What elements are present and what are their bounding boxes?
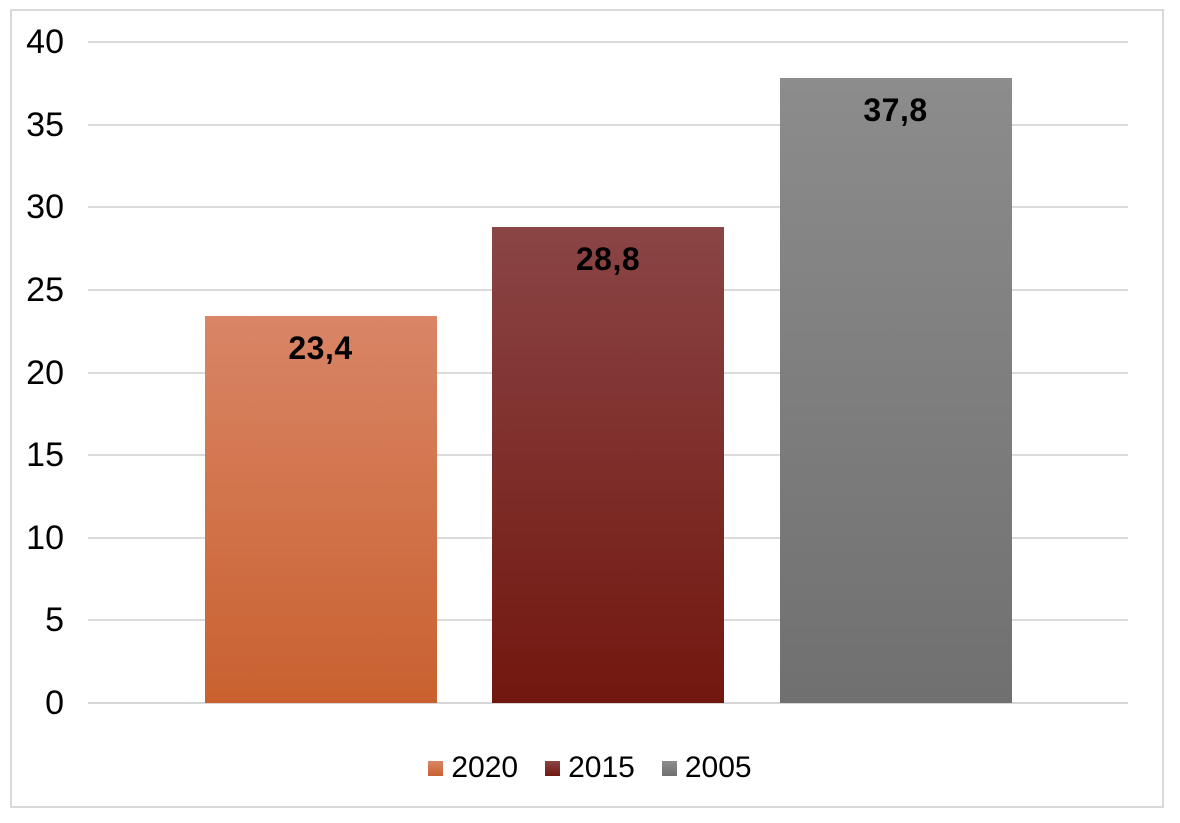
bar-value-label: 28,8 <box>575 241 641 278</box>
y-axis-tick-label: 5 <box>45 601 64 640</box>
y-axis-tick-label: 20 <box>26 353 64 392</box>
legend-key-swatch-icon <box>428 760 444 776</box>
legend-label: 2020 <box>451 751 519 784</box>
y-axis-tick-label: 10 <box>26 518 64 557</box>
y-axis-tick-label: 30 <box>26 188 64 227</box>
legend-item-2015: 2015 <box>545 750 635 786</box>
legend: 2020 2015 2005 <box>0 750 1180 786</box>
bar-2005: 37,8 <box>779 78 1012 703</box>
legend-label: 2005 <box>684 751 752 784</box>
legend-item-2005: 2005 <box>661 750 752 786</box>
legend-key-swatch-icon <box>545 760 561 776</box>
legend-key-swatch-icon <box>661 760 677 776</box>
y-axis-tick-label: 25 <box>26 270 64 309</box>
bar-2015: 28,8 <box>492 227 724 703</box>
bar-value-label: 37,8 <box>863 92 928 129</box>
legend-item-2020: 2020 <box>428 750 518 786</box>
y-axis-tick-label: 15 <box>26 436 64 475</box>
bar-value-label: 23,4 <box>288 330 353 367</box>
y-axis-tick-label: 40 <box>26 23 64 61</box>
y-axis-tick-label: 35 <box>26 105 64 144</box>
legend-label: 2015 <box>568 751 635 784</box>
bar-2020: 23,4 <box>204 316 437 703</box>
y-axis-tick-label: 0 <box>45 684 64 722</box>
